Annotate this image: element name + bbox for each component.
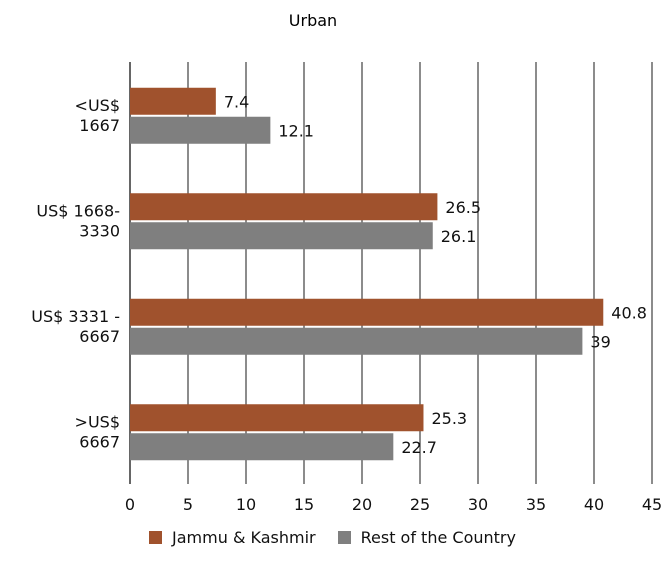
bars xyxy=(130,87,604,461)
x-tick-label: 35 xyxy=(526,495,546,514)
category-label: >US$ xyxy=(75,412,120,431)
x-tick-label: 40 xyxy=(584,495,604,514)
bar xyxy=(130,116,271,144)
x-tick-label: 30 xyxy=(468,495,488,514)
legend-label-jammu-kashmir: Jammu & Kashmir xyxy=(172,527,316,547)
legend-label-rest-of-country: Rest of the Country xyxy=(360,527,516,547)
category-label: 3330 xyxy=(79,221,120,240)
category-label: 1667 xyxy=(79,116,120,135)
x-tick-labels: 0 5 10 15 20 25 30 35 40 45 xyxy=(125,495,662,514)
data-label: 25.3 xyxy=(431,409,467,428)
legend-swatch-rest-of-country xyxy=(337,530,351,544)
legend-item-jammu-kashmir: Jammu & Kashmir xyxy=(149,528,316,547)
category-label: US$ 3331 - xyxy=(31,307,120,326)
x-tick-label: 25 xyxy=(410,495,430,514)
bar xyxy=(130,222,433,250)
chart-title: Urban xyxy=(289,11,337,30)
bar xyxy=(130,404,424,432)
data-label: 7.4 xyxy=(224,92,249,111)
category-label: 6667 xyxy=(79,327,120,346)
legend-swatch-jammu-kashmir xyxy=(149,530,163,544)
bar xyxy=(130,327,583,355)
bar xyxy=(130,433,394,461)
data-label: 26.1 xyxy=(441,227,477,246)
x-tick-label: 0 xyxy=(125,495,135,514)
x-tick-label: 10 xyxy=(236,495,256,514)
x-tick-label: 20 xyxy=(352,495,372,514)
data-label: 39 xyxy=(590,332,610,351)
category-label: 6667 xyxy=(79,432,120,451)
data-label: 22.7 xyxy=(401,438,437,457)
x-tick-label: 5 xyxy=(183,495,193,514)
data-label: 26.5 xyxy=(445,198,481,217)
legend-item-rest-of-country: Rest of the Country xyxy=(337,527,516,547)
x-tick-label: 15 xyxy=(294,495,314,514)
bar xyxy=(130,193,438,221)
bar xyxy=(130,298,604,326)
legend: Jammu & Kashmir Rest of the Country xyxy=(0,524,665,550)
data-label: 40.8 xyxy=(611,303,647,322)
category-label: <US$ xyxy=(75,96,120,115)
bar xyxy=(130,87,216,115)
category-label: US$ 1668- xyxy=(36,201,120,220)
data-labels: 7.4 12.1 26.5 26.1 40.839 25.3 22.7 xyxy=(224,92,647,457)
x-tick-label: 45 xyxy=(642,495,662,514)
data-label: 12.1 xyxy=(278,121,314,140)
